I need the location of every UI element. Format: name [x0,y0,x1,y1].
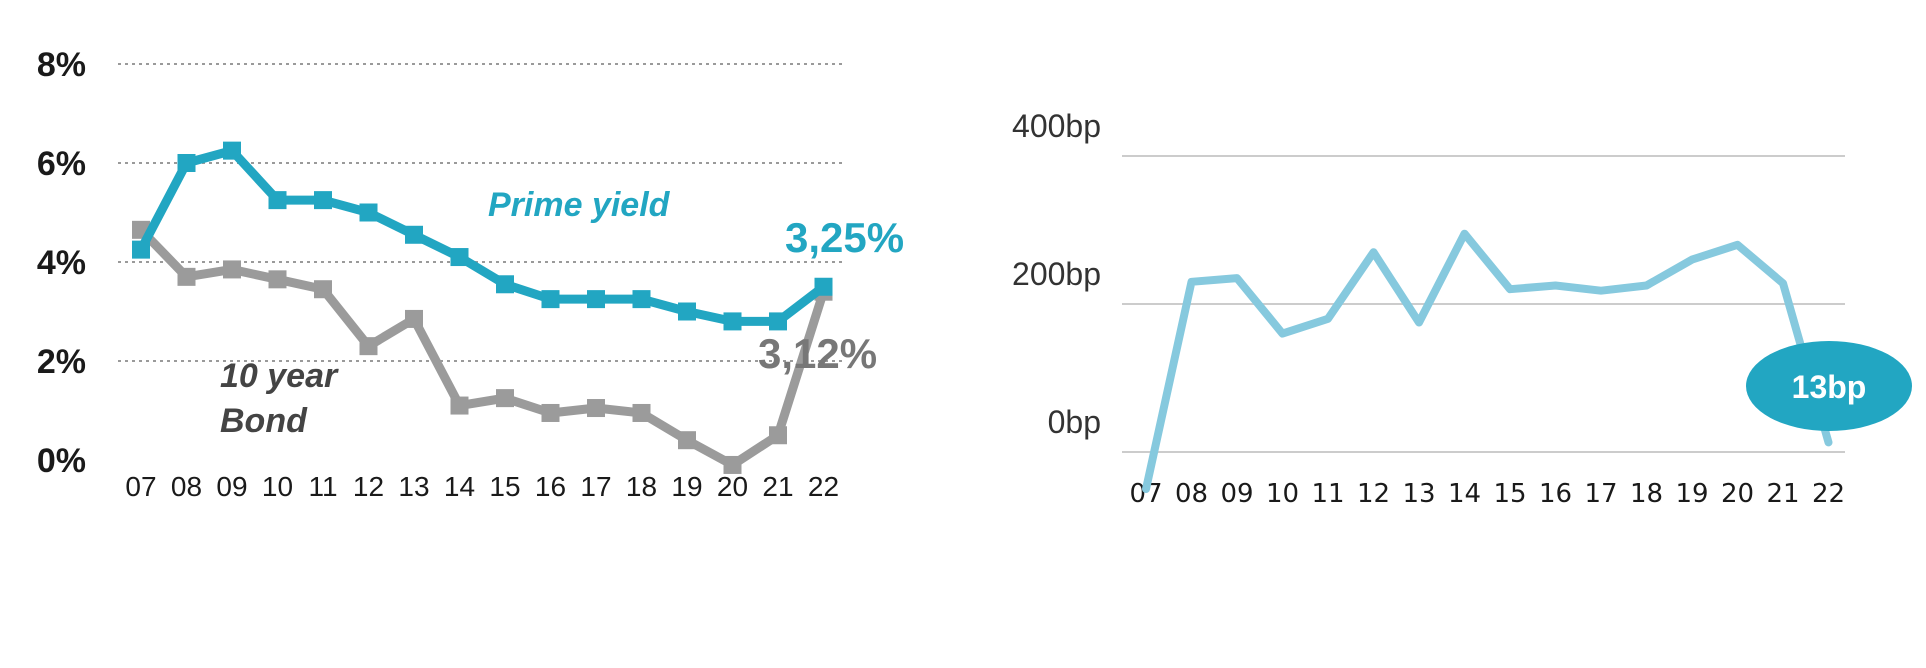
x-tick-label: 21 [1766,479,1799,509]
x-tick-label: 09 [1220,479,1253,509]
spread-line [1142,229,1833,493]
prime-yield-label: Prime yield [488,186,671,224]
x-tick-label: 19 [671,471,702,502]
callout-ellipse [1746,341,1912,431]
x-tick-label: 11 [308,471,337,502]
prime-yield-point [814,277,833,296]
yield-chart-series [132,141,833,474]
prime-yield-point [177,154,196,172]
bond-point [769,426,787,445]
x-tick-label: 17 [1584,479,1617,509]
bond-point [359,337,378,356]
y-tick-label: 400bp [1012,108,1101,144]
x-tick-label: 15 [1493,479,1526,509]
x-tick-label: 08 [1175,479,1208,509]
spread-callout-bubble: 13bp [1746,341,1912,431]
x-tick-label: 16 [1539,479,1572,509]
prime-yield-point [314,191,332,210]
x-tick-label: 13 [398,471,429,502]
bond-point [496,389,514,408]
prime-yield-end-value: 3,25% [785,214,904,261]
callout-text: 13bp [1792,369,1867,405]
x-tick-label: 20 [1721,479,1754,509]
x-tick-label: 12 [353,471,384,502]
y-tick-label: 0bp [1048,404,1101,440]
yield-chart: 0% 2% 4% 6% 8% 07 08 09 10 11 12 13 14 15 16 17 18 19 20 2… [37,46,904,502]
spread-chart-y-axis: 0bp 200bp 400bp [1012,108,1101,440]
bond-label-line1: 10 year [220,357,339,395]
x-tick-label: 13 [1402,479,1435,509]
prime-yield-line [136,146,828,326]
x-tick-label: 15 [489,471,520,502]
prime-yield-point [359,203,378,222]
prime-yield-point [268,191,287,210]
bond-point [223,260,241,279]
prime-yield-point [632,290,651,309]
x-tick-label: 22 [808,471,839,502]
bond-point [632,403,651,422]
x-tick-label: 14 [444,471,475,502]
prime-yield-point [223,141,241,160]
y-tick-label: 0% [37,442,86,480]
y-tick-label: 2% [37,343,86,381]
spread-chart-gridlines [1122,155,1845,453]
y-tick-label: 4% [37,244,86,282]
x-tick-label: 17 [580,471,611,502]
bond-point [723,455,742,474]
x-tick-label: 22 [1812,479,1845,509]
prime-yield-point [541,290,560,309]
bond-point [587,399,605,418]
prime-yield-point [496,275,514,294]
x-tick-label: 10 [1266,479,1299,509]
bond-point [268,270,287,289]
yield-chart-y-axis: 0% 2% 4% 6% 8% [37,46,86,480]
x-tick-label: 21 [762,471,793,502]
y-tick-label: 200bp [1012,256,1101,292]
x-tick-label: 18 [1630,479,1663,509]
bond-point [450,396,469,415]
x-tick-label: 11 [1311,479,1344,509]
bond-point [177,267,196,286]
prime-yield-point [450,248,469,267]
y-tick-label: 6% [37,145,86,183]
x-tick-label: 12 [1357,479,1390,509]
yield-chart-x-axis: 07 08 09 10 11 12 13 14 15 16 17 18 19 20 21 22 [125,471,839,502]
bond-end-value: 3,12% [758,330,877,377]
x-tick-label: 10 [262,471,293,502]
bond-point [314,280,332,299]
x-tick-label: 07 [125,471,156,502]
x-tick-label: 19 [1675,479,1708,509]
bond-line [136,225,828,470]
x-tick-label: 14 [1448,479,1481,509]
bond-point [405,309,423,328]
spread-chart-series [1142,229,1833,493]
y-tick-label: 8% [37,46,86,84]
x-tick-label: 08 [171,471,202,502]
x-tick-label: 20 [717,471,748,502]
prime-yield-point [723,312,742,331]
prime-yield-point [769,312,787,331]
prime-yield-point [587,290,605,309]
prime-yield-point [405,225,423,244]
prime-yield-point [678,302,696,321]
x-tick-label: 16 [535,471,566,502]
bond-point [541,403,560,422]
spread-chart-x-axis: 07 08 09 10 11 12 13 14 15 16 17 18 19 20 21 22 [1129,479,1845,509]
bond-point [678,431,696,450]
x-tick-label: 18 [626,471,657,502]
x-tick-label: 09 [216,471,247,502]
prime-yield-point [132,240,150,259]
bond-label-line2: Bond [220,402,308,440]
